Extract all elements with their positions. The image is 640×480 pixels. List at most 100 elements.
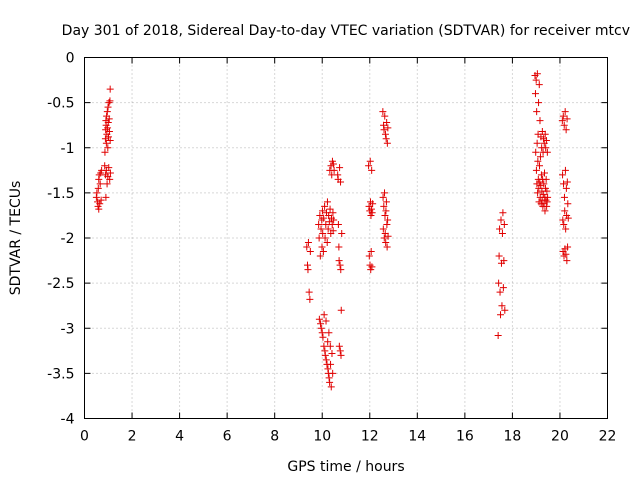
data-point	[104, 103, 112, 111]
data-point	[303, 243, 311, 251]
data-point	[543, 148, 551, 156]
data-point	[540, 135, 548, 143]
data-point	[366, 261, 374, 269]
data-point	[327, 360, 335, 368]
data-point	[367, 205, 375, 213]
data-point	[337, 266, 345, 274]
y-tick-label: -1.5	[47, 186, 74, 202]
data-point	[561, 207, 569, 215]
x-tick-label: 4	[175, 429, 184, 445]
y-axis-label: SDTVAR / TECUs	[8, 181, 24, 296]
data-point	[533, 180, 541, 188]
data-point	[105, 164, 113, 172]
data-point	[533, 108, 541, 116]
data-point	[382, 239, 390, 247]
data-point	[383, 118, 391, 126]
data-point	[560, 121, 568, 129]
data-point	[561, 166, 569, 174]
y-tick-label: -1	[61, 141, 75, 157]
data-point	[544, 193, 552, 201]
data-point	[533, 139, 541, 147]
data-point	[532, 148, 540, 156]
data-point	[383, 243, 391, 251]
data-point	[322, 220, 330, 228]
data-point	[535, 99, 543, 107]
data-point	[321, 234, 329, 242]
data-point	[335, 243, 343, 251]
data-point	[499, 284, 507, 292]
data-point	[563, 115, 571, 123]
data-point	[535, 81, 543, 89]
data-point	[495, 252, 503, 260]
data-point	[335, 342, 343, 350]
data-point	[532, 166, 540, 174]
data-point	[368, 166, 376, 174]
data-point	[319, 333, 327, 341]
data-point	[381, 189, 389, 197]
data-point	[305, 288, 313, 296]
data-point	[534, 189, 542, 197]
data-point	[533, 70, 541, 78]
data-point	[326, 378, 334, 386]
data-point	[329, 209, 337, 217]
data-point	[330, 166, 338, 174]
data-point	[106, 175, 114, 183]
data-point	[320, 214, 328, 222]
data-point	[318, 329, 326, 337]
data-point	[324, 338, 332, 346]
data-point	[541, 130, 549, 138]
data-point	[94, 184, 102, 192]
data-point	[326, 342, 334, 350]
data-point	[536, 117, 544, 125]
data-point	[315, 234, 323, 242]
data-point	[368, 263, 376, 271]
x-tick-label: 2	[128, 429, 137, 445]
data-point	[497, 216, 505, 224]
data-point	[319, 229, 327, 237]
data-point	[500, 220, 508, 228]
data-point	[537, 182, 545, 190]
data-point	[316, 211, 324, 219]
y-tick-label: -3	[61, 321, 75, 337]
data-point	[106, 85, 114, 93]
data-point	[381, 130, 389, 138]
data-point	[542, 137, 550, 145]
data-point	[369, 200, 377, 208]
data-point	[105, 128, 113, 136]
data-point	[336, 164, 344, 172]
data-point	[382, 198, 390, 206]
data-point	[106, 169, 114, 177]
data-point	[561, 108, 569, 116]
data-point	[379, 225, 387, 233]
data-point	[559, 216, 567, 224]
data-point	[365, 252, 373, 260]
data-point	[101, 162, 109, 170]
y-tick-label: -2	[61, 231, 75, 247]
data-point	[384, 232, 392, 240]
data-point	[328, 220, 336, 228]
data-point	[320, 311, 328, 319]
data-point	[564, 243, 572, 251]
data-point	[335, 257, 343, 265]
data-point	[319, 248, 327, 256]
data-point	[564, 214, 572, 222]
data-point	[336, 261, 344, 269]
data-point	[326, 205, 334, 213]
data-point	[336, 347, 344, 355]
data-point	[323, 239, 331, 247]
data-point	[318, 243, 326, 251]
data-point	[384, 124, 392, 132]
data-point	[542, 144, 550, 152]
data-point	[105, 133, 113, 141]
data-point	[537, 171, 545, 179]
data-points	[92, 70, 572, 391]
data-point	[93, 189, 101, 197]
data-point	[496, 288, 504, 296]
data-point	[329, 227, 337, 235]
data-point	[321, 202, 329, 210]
data-point	[95, 205, 103, 213]
y-tick-label: -0.5	[47, 96, 74, 112]
data-point	[562, 184, 570, 192]
data-point	[102, 139, 110, 147]
data-point	[337, 306, 345, 314]
